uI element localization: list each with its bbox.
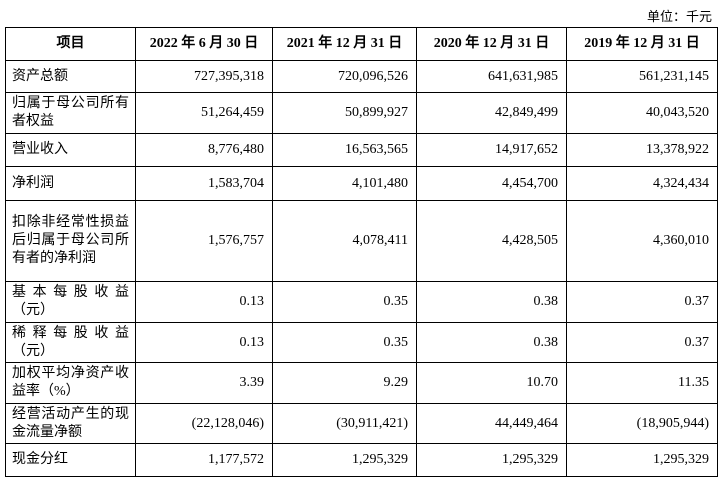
cell-value: 561,231,145	[566, 60, 718, 93]
cell-value: 4,101,480	[272, 166, 417, 201]
row-label: 资产总额	[5, 60, 136, 93]
table-row: 扣除非经常性损益后归属于母公司所有者的净利润 1,576,757 4,078,411…	[5, 200, 718, 282]
cell-value: 9.29	[272, 362, 417, 404]
cell-value: 641,631,985	[416, 60, 567, 93]
cell-value: 8,776,480	[135, 133, 273, 167]
cell-value: 4,360,010	[566, 200, 718, 282]
row-label: 营业收入	[5, 133, 136, 167]
table-body: 资产总额 727,395,318 720,096,526 641,631,985 561…	[5, 60, 718, 477]
cell-value: 727,395,318	[135, 60, 273, 93]
column-header: 项目	[5, 27, 136, 61]
row-label: 净利润	[5, 166, 136, 201]
row-label: 稀释每股收益（元）	[5, 322, 136, 363]
cell-value: 0.13	[135, 322, 273, 363]
cell-value: 50,899,927	[272, 92, 417, 134]
cell-value: 4,454,700	[416, 166, 567, 201]
table-row: 现金分红 1,177,572 1,295,329 1,295,329 1,295,329	[5, 443, 718, 477]
column-header: 2020 年 12 月 31 日	[416, 27, 567, 61]
row-label: 扣除非经常性损益后归属于母公司所有者的净利润	[5, 200, 136, 282]
cell-value: 1,295,329	[566, 443, 718, 477]
table-row: 基本每股收益（元） 0.13 0.35 0.38 0.37	[5, 281, 718, 323]
cell-value: 0.37	[566, 281, 718, 323]
column-header: 2022 年 6 月 30 日	[135, 27, 273, 61]
cell-value: 51,264,459	[135, 92, 273, 134]
cell-value: 4,078,411	[272, 200, 417, 282]
cell-value: 4,428,505	[416, 200, 567, 282]
header-row: 项目 2022 年 6 月 30 日 2021 年 12 月 31 日 2020 年 …	[5, 27, 718, 61]
cell-value: 13,378,922	[566, 133, 718, 167]
column-header: 2021 年 12 月 31 日	[272, 27, 417, 61]
table-row: 经营活动产生的现金流量净额 (22,128,046) (30,911,421) 44,…	[5, 403, 718, 444]
cell-value: 16,563,565	[272, 133, 417, 167]
cell-value: 0.38	[416, 281, 567, 323]
table-row: 稀释每股收益（元） 0.13 0.35 0.38 0.37	[5, 322, 718, 363]
table-row: 营业收入 8,776,480 16,563,565 14,917,652 13,378,…	[5, 133, 718, 167]
cell-value: 1,295,329	[416, 443, 567, 477]
data-table: 项目 2022 年 6 月 30 日 2021 年 12 月 31 日 2020 年 …	[5, 27, 718, 477]
cell-value: 44,449,464	[416, 403, 567, 444]
table-row: 资产总额 727,395,318 720,096,526 641,631,985 561…	[5, 60, 718, 93]
cell-value: 0.38	[416, 322, 567, 363]
cell-value: 42,849,499	[416, 92, 567, 134]
table-row: 归属于母公司所有者权益 51,264,459 50,899,927 42,849,49…	[5, 92, 718, 134]
cell-value: 3.39	[135, 362, 273, 404]
cell-value: (22,128,046)	[135, 403, 273, 444]
cell-value: 1,576,757	[135, 200, 273, 282]
row-label: 基本每股收益（元）	[5, 281, 136, 323]
unit-label: 单位：千元	[646, 9, 712, 24]
cell-value: (18,905,944)	[566, 403, 718, 444]
cell-value: (30,911,421)	[272, 403, 417, 444]
table-row: 净利润 1,583,704 4,101,480 4,454,700 4,324,434	[5, 166, 718, 201]
cell-value: 0.37	[566, 322, 718, 363]
cell-value: 11.35	[566, 362, 718, 404]
cell-value: 0.35	[272, 281, 417, 323]
cell-value: 0.35	[272, 322, 417, 363]
cell-value: 10.70	[416, 362, 567, 404]
cell-value: 40,043,520	[566, 92, 718, 134]
table-row: 加权平均净资产收益率（%） 3.39 9.29 10.70 11.35	[5, 362, 718, 404]
column-header: 2019 年 12 月 31 日	[566, 27, 718, 61]
row-label: 经营活动产生的现金流量净额	[5, 403, 136, 444]
cell-value: 0.13	[135, 281, 273, 323]
cell-value: 4,324,434	[566, 166, 718, 201]
cell-value: 720,096,526	[272, 60, 417, 93]
row-label: 加权平均净资产收益率（%）	[5, 362, 136, 404]
cell-value: 1,583,704	[135, 166, 273, 201]
row-label: 归属于母公司所有者权益	[5, 92, 136, 134]
cell-value: 14,917,652	[416, 133, 567, 167]
row-label: 现金分红	[5, 443, 136, 477]
cell-value: 1,295,329	[272, 443, 417, 477]
cell-value: 1,177,572	[135, 443, 273, 477]
